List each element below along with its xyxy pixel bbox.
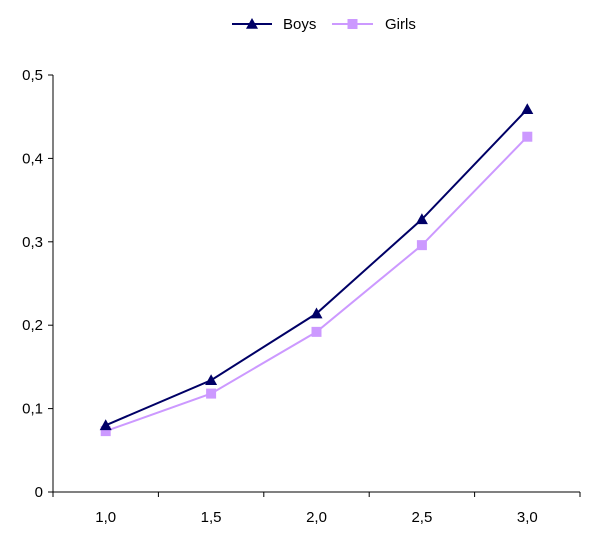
series-line-boys: [105, 108, 529, 427]
series-line-girls: [105, 136, 529, 433]
legend-marker-girls: [347, 19, 358, 29]
x-tick-label: 2,5: [411, 509, 432, 526]
series-girls: [100, 131, 533, 437]
data-point-girls: [522, 131, 533, 142]
data-point-boys: [521, 103, 534, 114]
axes: 0 0,1 0,2 0,3 0,4 0,5 1,0 1,5 2,0 2,5 3,0: [22, 67, 581, 526]
series-boys: [99, 103, 534, 431]
legend-item-boys: Boys: [232, 16, 316, 33]
data-point-girls: [311, 326, 322, 337]
x-tick-label: 2,0: [306, 509, 327, 526]
y-tick-label: 0,2: [22, 317, 43, 334]
series-layer: [99, 103, 534, 437]
y-tick-label: 0,5: [22, 67, 43, 84]
data-point-boys: [310, 307, 323, 319]
y-tick-label: 0,4: [22, 150, 43, 167]
legend-item-girls: Girls: [332, 16, 416, 33]
y-tick-label: 0: [35, 484, 43, 501]
data-point-girls: [416, 240, 427, 251]
data-point-boys: [415, 213, 428, 225]
y-tick-label: 0,3: [22, 234, 43, 251]
data-point-boys: [205, 374, 218, 386]
legend: Boys Girls: [232, 16, 416, 33]
data-point-girls: [206, 388, 217, 399]
legend-label-girls: Girls: [385, 16, 416, 33]
legend-label-boys: Boys: [283, 16, 316, 33]
x-tick-label: 1,0: [95, 509, 116, 526]
x-tick-label: 3,0: [517, 509, 538, 526]
data-point-boys: [99, 419, 112, 431]
y-tick-label: 0,1: [22, 401, 43, 418]
data-point-girls: [100, 426, 111, 437]
legend-marker-boys: [246, 18, 258, 29]
x-tick-label: 1,5: [201, 509, 222, 526]
